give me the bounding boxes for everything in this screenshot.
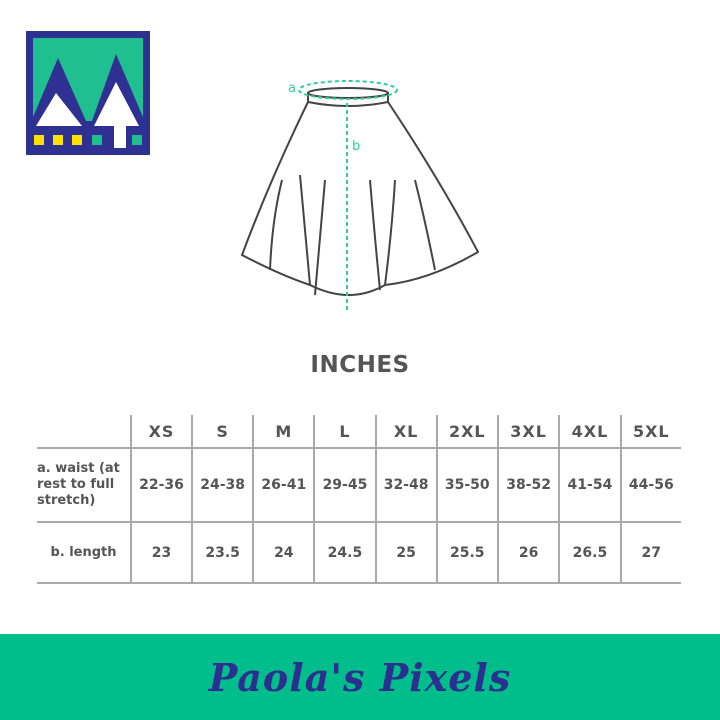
brand-name: Paola's Pixels	[208, 654, 512, 700]
cell: 27	[619, 522, 681, 584]
cell: 25.5	[435, 522, 498, 584]
cell: 32-48	[374, 448, 437, 523]
size-header: 4XL	[558, 415, 621, 449]
logo	[26, 31, 150, 155]
units-heading: INCHES	[310, 352, 410, 378]
cell: 26.5	[558, 522, 621, 584]
cell: 41-54	[558, 448, 621, 523]
label-a: a	[288, 81, 296, 96]
cell: 24-38	[191, 448, 254, 523]
corner-cell	[37, 415, 131, 449]
cell: 23.5	[191, 522, 254, 584]
size-header: 2XL	[435, 415, 498, 449]
size-header: 3XL	[496, 415, 560, 449]
size-table: XS S M L XL 2XL 3XL 4XL 5XL a. waist (at…	[37, 415, 681, 584]
size-header: M	[252, 415, 315, 449]
brand-banner: Paola's Pixels	[0, 634, 720, 720]
skirt-diagram: a b	[240, 80, 480, 310]
cell: 24.5	[313, 522, 376, 584]
table-row-waist: a. waist (at rest to full stretch) 22-36…	[37, 448, 681, 523]
cell: 26	[496, 522, 560, 584]
row-label: b. length	[37, 522, 131, 584]
header-row: XS S M L XL 2XL 3XL 4XL 5XL	[37, 415, 681, 449]
size-header: 5XL	[619, 415, 681, 449]
label-b: b	[352, 139, 360, 154]
cell: 22-36	[129, 448, 193, 523]
cell: 44-56	[619, 448, 681, 523]
size-header: S	[191, 415, 254, 449]
size-header: XS	[129, 415, 193, 449]
size-header: XL	[374, 415, 437, 449]
cell: 29-45	[313, 448, 376, 523]
cell: 26-41	[252, 448, 315, 523]
cell: 35-50	[435, 448, 498, 523]
row-label: a. waist (at rest to full stretch)	[37, 448, 131, 523]
cell: 23	[129, 522, 193, 584]
cell: 24	[252, 522, 315, 584]
table-row-length: b. length 23 23.5 24 24.5 25 25.5 26 26.…	[37, 522, 681, 584]
size-header: L	[313, 415, 376, 449]
cell: 38-52	[496, 448, 560, 523]
cell: 25	[374, 522, 437, 584]
